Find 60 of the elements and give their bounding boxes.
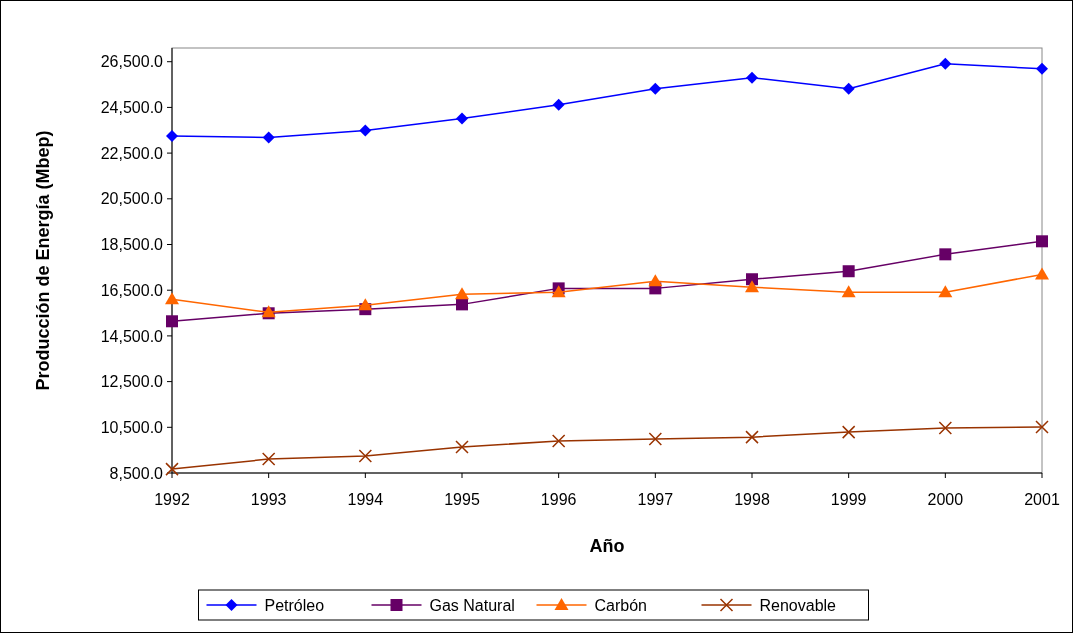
point bbox=[166, 129, 178, 142]
point bbox=[456, 112, 468, 125]
legend-label: Gas Natural bbox=[429, 596, 515, 614]
x-tick-label: 1993 bbox=[250, 491, 287, 508]
point bbox=[456, 298, 468, 311]
x-tick-label: 1997 bbox=[637, 491, 674, 508]
y-tick-label: 26,500.0 bbox=[100, 53, 164, 71]
point bbox=[938, 421, 953, 435]
x-tick-label: 2000 bbox=[927, 491, 964, 508]
x-tick-label: 1999 bbox=[830, 491, 867, 508]
point bbox=[746, 273, 758, 286]
point bbox=[648, 274, 663, 287]
point bbox=[649, 82, 662, 95]
point bbox=[1035, 420, 1049, 434]
y-axis-title: Producción de Energía (Mbep) bbox=[33, 130, 53, 391]
point bbox=[1036, 235, 1048, 248]
point bbox=[262, 131, 275, 144]
point bbox=[745, 430, 759, 444]
point bbox=[648, 432, 663, 446]
x-tick-label: 1992 bbox=[154, 491, 190, 508]
y-tick-label: 24,500.0 bbox=[100, 99, 164, 117]
point bbox=[359, 124, 372, 137]
y-tick-label: 18,500.0 bbox=[100, 236, 164, 254]
y-tick-label: 20,500.0 bbox=[100, 190, 164, 208]
y-tick-label: 22,500.0 bbox=[100, 144, 164, 162]
y-tick-label: 10,500.0 bbox=[100, 418, 164, 436]
point bbox=[939, 248, 952, 261]
point bbox=[841, 425, 856, 439]
point bbox=[551, 434, 566, 448]
point bbox=[358, 298, 373, 311]
point bbox=[552, 98, 565, 111]
point bbox=[842, 82, 855, 95]
point bbox=[455, 440, 469, 454]
point bbox=[358, 449, 373, 463]
point bbox=[165, 292, 179, 305]
x-tick-label: 1998 bbox=[734, 491, 770, 508]
point bbox=[939, 57, 952, 70]
legend-label: Petróleo bbox=[264, 596, 325, 614]
point bbox=[938, 285, 953, 298]
legend-label: Renovable bbox=[759, 596, 837, 614]
legend-label: Carbón bbox=[594, 596, 647, 614]
point bbox=[746, 71, 758, 84]
point bbox=[455, 287, 469, 300]
x-axis-title: Año bbox=[589, 536, 625, 556]
point bbox=[842, 265, 855, 278]
point bbox=[261, 452, 276, 466]
y-tick-label: 14,500.0 bbox=[100, 327, 164, 345]
x-tick-label: 1994 bbox=[347, 491, 384, 508]
x-tick-label: 1995 bbox=[444, 491, 480, 508]
x-tick-label: 2001 bbox=[1024, 491, 1060, 508]
x-tick-label: 1996 bbox=[540, 491, 577, 508]
point bbox=[745, 280, 759, 293]
y-tick-label: 8,500.0 bbox=[109, 464, 164, 482]
point bbox=[166, 315, 178, 328]
y-tick-label: 16,500.0 bbox=[100, 281, 164, 299]
y-tick-label: 12,500.0 bbox=[100, 373, 164, 391]
point bbox=[165, 462, 179, 476]
point bbox=[1036, 62, 1048, 75]
point bbox=[841, 285, 856, 298]
point bbox=[1035, 267, 1049, 280]
